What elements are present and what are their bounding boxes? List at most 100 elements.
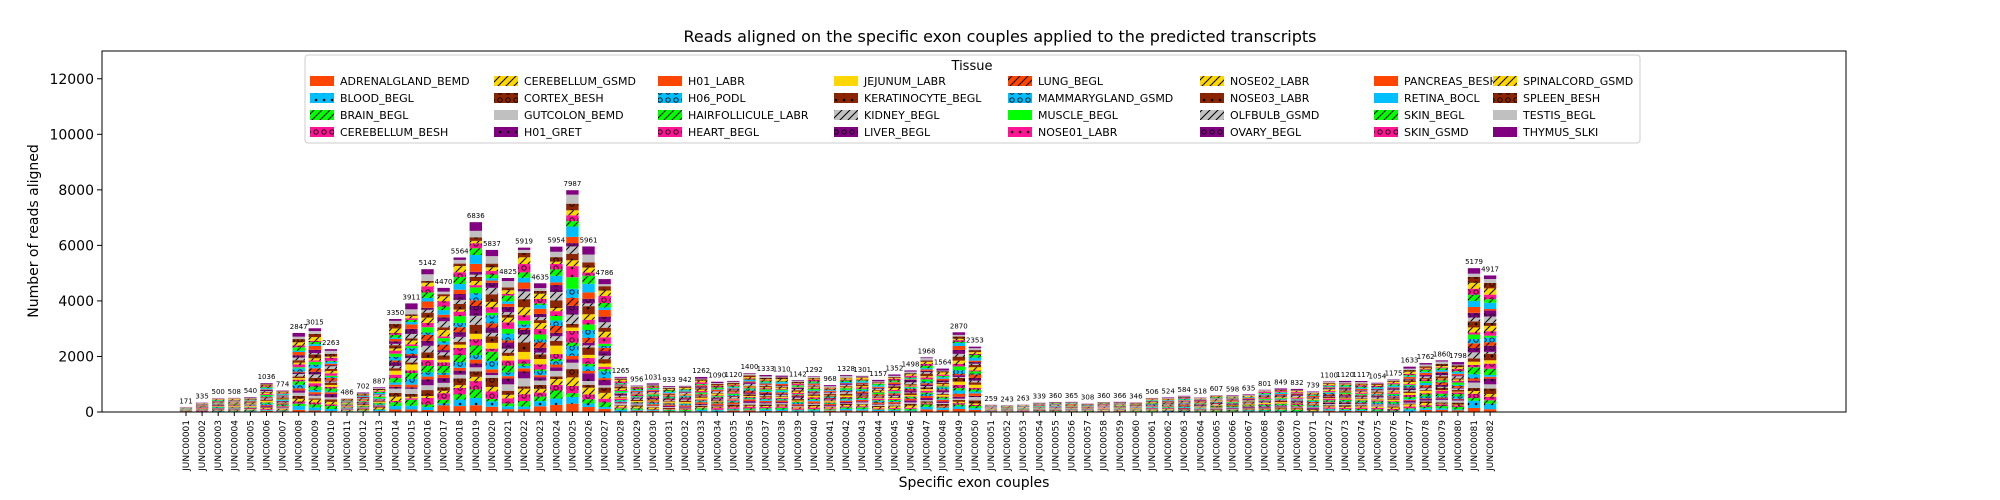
bar-segment <box>1419 401 1432 403</box>
bar-segment <box>292 360 305 363</box>
bar-segment <box>1483 309 1497 311</box>
bar-segment <box>308 349 321 354</box>
bar-segment <box>1322 385 1336 386</box>
bar-JUNC00056 <box>1065 401 1078 412</box>
bar-segment <box>453 399 466 407</box>
bar-segment <box>453 394 466 400</box>
x-tick-label: JUNC00078 <box>1422 420 1432 472</box>
bar-segment <box>711 383 724 386</box>
bar-segment <box>1419 367 1432 369</box>
bar-segment <box>1290 395 1304 397</box>
bar-JUNC00062 <box>1161 397 1175 412</box>
bar-segment <box>373 391 386 392</box>
bar-segment <box>1355 386 1368 388</box>
bar-segment <box>598 322 611 328</box>
chart-title: Reads aligned on the specific exon coupl… <box>683 27 1316 46</box>
bar-segment <box>260 404 273 406</box>
bar-segment <box>1339 404 1352 406</box>
bar-segment <box>582 347 595 355</box>
bar-segment <box>324 391 338 393</box>
bar-segment <box>1290 406 1304 407</box>
bar-segment <box>308 368 321 372</box>
bar-segment <box>421 332 434 335</box>
bar-segment <box>308 358 321 361</box>
bar-segment <box>823 389 837 391</box>
bar-segment <box>856 377 869 378</box>
bar-segment <box>646 383 660 385</box>
bar-segment <box>1483 388 1497 394</box>
bar-segment <box>260 410 273 411</box>
bar-segment <box>485 278 499 281</box>
bar-segment <box>968 352 982 354</box>
bar-segment <box>453 370 466 375</box>
bar-segment <box>807 390 821 392</box>
bar-total-label: 1036 <box>258 373 276 381</box>
bar-segment <box>244 404 257 406</box>
bar-segment <box>1306 391 1320 393</box>
bar-segment <box>485 323 499 328</box>
bar-segment <box>566 330 579 343</box>
bar-segment <box>1290 391 1304 392</box>
bar-segment <box>1161 410 1175 412</box>
bar-segment <box>421 345 434 353</box>
bar-segment <box>485 351 499 361</box>
bar-segment <box>614 408 627 410</box>
bar-segment <box>1274 406 1287 407</box>
bar-segment <box>517 249 531 253</box>
bar-segment <box>888 395 901 398</box>
bar-segment <box>389 328 402 333</box>
bar-segment <box>1435 381 1448 383</box>
bar-segment <box>1403 373 1416 376</box>
bar-total-label: 956 <box>630 375 644 383</box>
legend-swatch <box>494 93 518 103</box>
bar-segment <box>534 313 547 318</box>
bar-segment <box>775 397 788 399</box>
bar-total-label: 942 <box>678 376 691 384</box>
bar-segment <box>888 386 901 388</box>
bar-segment <box>823 385 837 387</box>
bar-segment <box>711 388 724 390</box>
legend-swatch <box>310 76 334 86</box>
bar-JUNC00054 <box>1033 402 1046 412</box>
bar-total-label: 1157 <box>869 370 887 378</box>
bar-segment <box>1419 378 1432 380</box>
bar-segment <box>1451 376 1465 379</box>
bar-segment <box>920 373 933 377</box>
bar-segment <box>324 397 338 400</box>
bar-segment <box>1339 405 1352 407</box>
bar-segment <box>1419 379 1432 382</box>
bar-segment <box>727 388 740 390</box>
bar-segment <box>614 381 627 384</box>
bar-segment <box>1435 382 1448 385</box>
bar-segment <box>228 410 241 412</box>
bar-segment <box>1371 394 1384 396</box>
bar-segment <box>856 389 869 392</box>
bar-segment <box>485 375 499 378</box>
legend: Tissue ADRENALGLAND_BEMDBLOOD_BEGLBRAIN_… <box>304 54 1641 144</box>
bar-segment <box>759 409 772 411</box>
bar-segment <box>517 264 531 273</box>
bar-segment <box>936 370 949 372</box>
x-tick-label: JUNC00081 <box>1470 420 1480 472</box>
bar-segment <box>856 396 869 398</box>
bar-segment <box>791 383 804 384</box>
bar-segment <box>421 385 434 391</box>
bar-JUNC00036 <box>743 373 756 412</box>
bar-segment <box>1194 398 1207 400</box>
bar-segment <box>1483 374 1497 377</box>
bar-segment <box>759 399 772 401</box>
bar-segment <box>308 389 321 393</box>
bar-segment <box>839 397 853 399</box>
bar-segment <box>469 274 482 277</box>
bar-segment <box>968 391 982 394</box>
bar-segment <box>276 402 289 404</box>
bar-segment <box>421 280 434 283</box>
bar-JUNC00021 <box>501 278 515 412</box>
bar-segment <box>356 408 370 410</box>
bar-segment <box>437 375 450 378</box>
bar-segment <box>1371 401 1384 403</box>
bar-segment <box>759 379 772 381</box>
bar-segment <box>1258 410 1271 412</box>
bar-segment <box>598 378 611 381</box>
bar-segment <box>791 390 804 392</box>
